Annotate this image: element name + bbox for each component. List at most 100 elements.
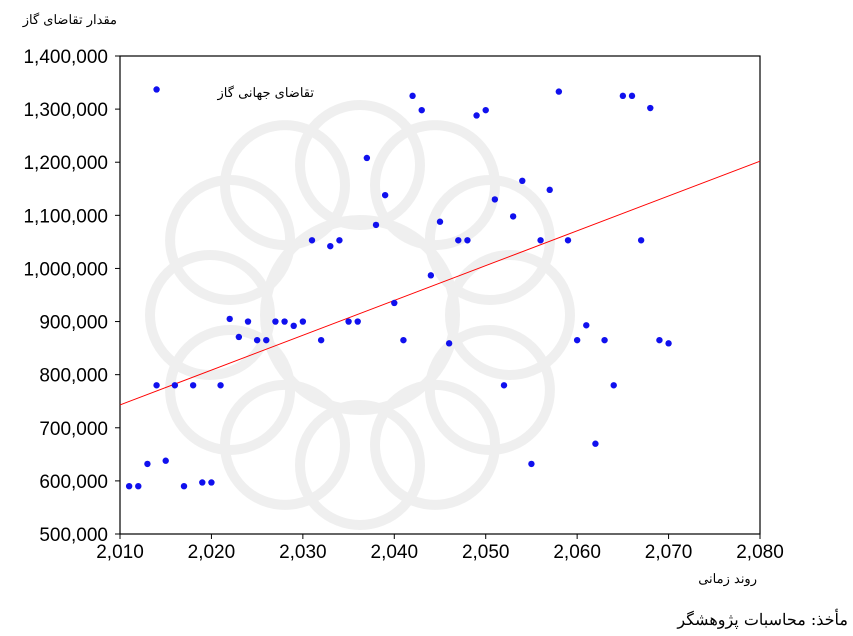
data-point bbox=[583, 322, 590, 329]
data-point bbox=[656, 336, 663, 344]
watermark-petal bbox=[295, 400, 425, 530]
data-point bbox=[162, 457, 169, 464]
data-point bbox=[445, 340, 453, 347]
data-point bbox=[189, 382, 197, 389]
watermark-petal bbox=[424, 175, 555, 305]
data-point bbox=[455, 237, 462, 244]
data-point bbox=[180, 483, 188, 490]
data-point bbox=[381, 191, 389, 199]
x-tick-label: 2,080 bbox=[736, 542, 784, 563]
data-point bbox=[217, 382, 224, 389]
watermark-petal bbox=[220, 120, 350, 251]
watermark-ring bbox=[260, 215, 460, 415]
data-point bbox=[153, 382, 160, 389]
data-point bbox=[509, 213, 517, 220]
y-tick-label: 1,000,000 bbox=[23, 259, 108, 280]
data-point bbox=[647, 104, 654, 112]
y-tick-label: 1,300,000 bbox=[23, 100, 108, 121]
data-point bbox=[610, 382, 617, 389]
y-axis-title: مقدار تقاضای گاز bbox=[22, 12, 117, 28]
data-point bbox=[637, 237, 645, 244]
x-tick-label: 2,060 bbox=[553, 542, 601, 563]
data-point bbox=[436, 218, 444, 225]
watermark-petal bbox=[370, 120, 500, 251]
data-point bbox=[564, 237, 572, 244]
data-point bbox=[345, 318, 352, 325]
watermark-petal bbox=[220, 379, 350, 510]
data-point bbox=[427, 272, 435, 279]
data-point bbox=[171, 382, 179, 389]
data-point bbox=[546, 186, 553, 194]
data-point bbox=[354, 318, 361, 325]
data-point bbox=[153, 86, 160, 93]
data-point bbox=[464, 237, 471, 244]
plot-frame bbox=[119, 55, 761, 535]
y-tick-label: 1,100,000 bbox=[23, 206, 108, 227]
data-point bbox=[235, 333, 243, 341]
data-point bbox=[199, 479, 206, 486]
trend-line bbox=[119, 160, 761, 406]
data-point bbox=[601, 336, 608, 344]
data-point bbox=[519, 177, 526, 185]
data-point bbox=[263, 336, 270, 344]
y-tick-label: 600,000 bbox=[39, 472, 108, 493]
data-point bbox=[628, 92, 636, 100]
source-note: مأخذ: محاسبات پژوهشگر bbox=[677, 610, 848, 629]
data-point bbox=[573, 336, 581, 344]
data-point bbox=[327, 242, 334, 250]
data-point bbox=[253, 336, 261, 344]
data-point bbox=[418, 106, 425, 114]
watermark-petal bbox=[370, 379, 500, 510]
data-point bbox=[372, 221, 380, 229]
data-point bbox=[272, 318, 279, 325]
y-tick-label: 500,000 bbox=[39, 525, 108, 546]
data-point bbox=[244, 318, 252, 325]
data-point bbox=[125, 483, 133, 490]
data-point bbox=[482, 106, 489, 114]
data-point bbox=[317, 336, 325, 344]
data-point bbox=[391, 299, 398, 307]
x-tick-label: 2,040 bbox=[371, 542, 419, 563]
y-tick-label: 1,400,000 bbox=[23, 47, 108, 68]
watermark-logo bbox=[145, 100, 575, 530]
x-tick-label: 2,010 bbox=[96, 542, 144, 563]
x-tick-label: 2,020 bbox=[188, 542, 236, 563]
data-point bbox=[500, 382, 508, 389]
watermark-petal bbox=[295, 100, 425, 230]
data-point bbox=[281, 318, 288, 325]
x-tick-label: 2,030 bbox=[279, 542, 327, 563]
data-point bbox=[290, 322, 297, 330]
y-tick-label: 800,000 bbox=[39, 366, 108, 387]
data-point bbox=[409, 92, 416, 100]
data-point bbox=[299, 318, 307, 325]
x-tick-label: 2,050 bbox=[462, 542, 510, 563]
legend-label: تقاضای جهانی گاز bbox=[217, 85, 315, 101]
watermark-petal bbox=[165, 325, 296, 455]
data-point bbox=[336, 237, 343, 244]
y-tick-label: 700,000 bbox=[39, 419, 108, 440]
data-point bbox=[491, 196, 499, 203]
y-axis: 500,000 600,000 700,000 800,000 900,000 1,000… bbox=[23, 47, 120, 546]
data-point bbox=[619, 92, 627, 100]
y-tick-label: 1,200,000 bbox=[23, 153, 108, 174]
data-point bbox=[226, 315, 233, 323]
x-axis: 2,010 2,020 2,030 2,040 2,050 2,060 2,070 2,080 bbox=[96, 534, 784, 563]
data-point bbox=[592, 440, 599, 447]
data-point bbox=[528, 460, 535, 468]
y-tick-label: 900,000 bbox=[39, 313, 108, 334]
watermark-petal bbox=[165, 175, 296, 305]
data-points bbox=[125, 86, 672, 490]
watermark-petal bbox=[424, 325, 555, 455]
data-point bbox=[144, 460, 151, 468]
data-point bbox=[135, 483, 142, 490]
x-axis-title: روند زمانی bbox=[698, 572, 757, 587]
data-point bbox=[555, 88, 563, 95]
data-point bbox=[400, 336, 407, 344]
data-point bbox=[473, 112, 480, 119]
data-point bbox=[665, 340, 672, 347]
data-point bbox=[363, 154, 371, 162]
data-point bbox=[537, 237, 544, 244]
watermark-petal bbox=[445, 250, 575, 380]
data-point bbox=[208, 479, 215, 486]
